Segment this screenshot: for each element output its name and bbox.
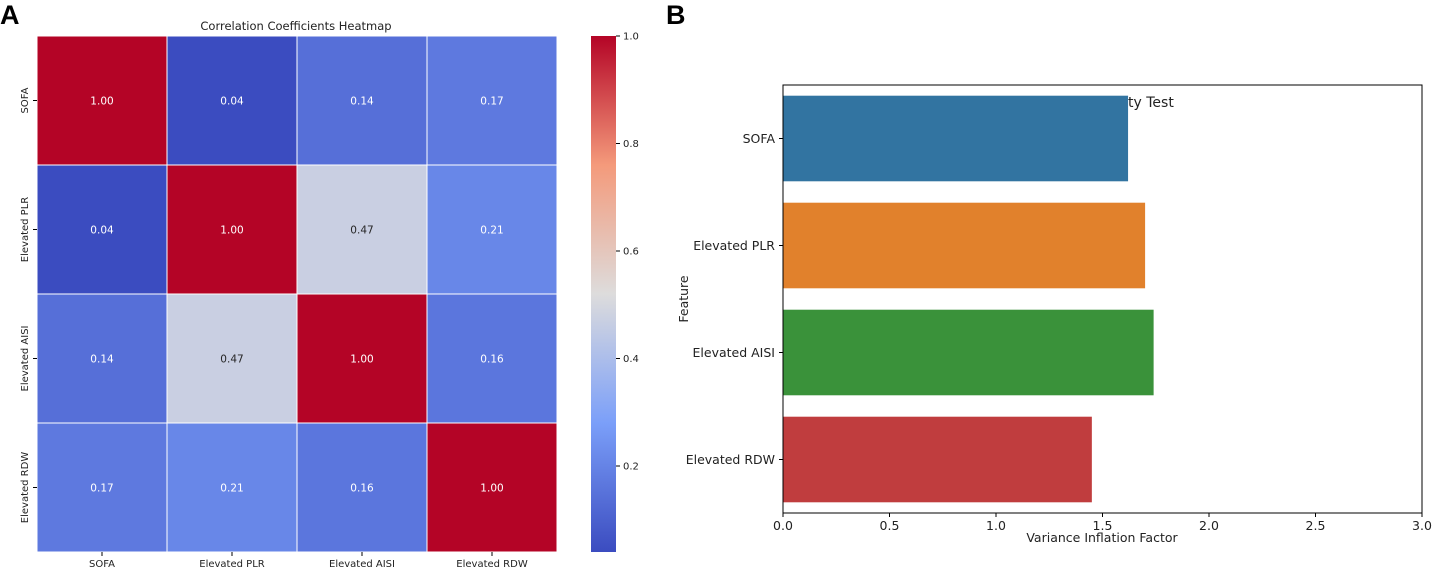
heatmap-cell-value: 1.00 — [480, 483, 503, 495]
heatmap-cell-value: 0.21 — [220, 483, 243, 495]
heatmap-cell-elevated-rdw-sofa — [36, 422, 168, 553]
colorbar-tick-label: 0.6 — [623, 247, 639, 258]
heatmap-row-label: Elevated PLR — [20, 197, 31, 262]
panel-label-b: B — [666, 0, 686, 30]
bar-chart-x-tick-label: 1.0 — [986, 518, 1006, 533]
bar-chart-x-axis-label: Variance Inflation Factor — [1026, 530, 1178, 545]
heatmap-row-label: SOFA — [20, 87, 31, 113]
heatmap-col-label: SOFA — [89, 559, 115, 570]
heatmap-cell-elevated-plr-elevated-plr — [166, 164, 298, 295]
bar-chart-category-label: Elevated RDW — [686, 452, 775, 467]
heatmap-cell-value: 0.47 — [220, 354, 243, 366]
colorbar-tick-label: 0.4 — [623, 354, 639, 365]
heatmap-cell-sofa-elevated-aisi — [296, 35, 428, 166]
heatmap-cell-value: 0.14 — [350, 96, 374, 108]
heatmap-cell-elevated-aisi-elevated-rdw — [426, 293, 558, 424]
bar-chart-category-label: SOFA — [743, 131, 776, 146]
heatmap-cell-elevated-rdw-elevated-rdw — [426, 422, 558, 553]
heatmap-cell-value: 0.21 — [480, 225, 503, 237]
heatmap-col-label: Elevated PLR — [199, 559, 264, 570]
colorbar-tick-label: 1.0 — [623, 32, 639, 43]
bar-chart-x-tick-label: 2.5 — [1306, 518, 1326, 533]
bar-chart-y-axis-label: Feature — [676, 275, 691, 323]
bar-chart-category-label: Elevated AISI — [693, 345, 775, 360]
bar-elevated-aisi — [783, 309, 1154, 396]
heatmap-cell-value: 1.00 — [350, 354, 373, 366]
heatmap-cell-value: 0.04 — [90, 225, 114, 237]
colorbar-tick-label: 0.2 — [623, 462, 639, 473]
heatmap-title: Correlation Coefficients Heatmap — [200, 19, 391, 33]
colorbar-tick-label: 0.8 — [623, 139, 639, 150]
bar-chart-x-tick-label: 2.0 — [1199, 518, 1219, 533]
heatmap-cell-value: 0.14 — [90, 354, 114, 366]
heatmap-cell-sofa-elevated-plr — [166, 35, 298, 166]
bar-chart-x-tick-label: 0.0 — [773, 518, 793, 533]
bar-sofa — [783, 95, 1129, 182]
bar-elevated-rdw — [783, 416, 1092, 503]
heatmap-col-label: Elevated RDW — [456, 559, 528, 570]
heatmap-cell-sofa-sofa — [36, 35, 168, 166]
heatmap-cell-elevated-plr-elevated-rdw — [426, 164, 558, 295]
bar-chart-x-tick-label: 0.5 — [880, 518, 900, 533]
bar-elevated-plr — [783, 202, 1146, 289]
heatmap-cell-elevated-plr-sofa — [36, 164, 168, 295]
bar-chart-x-tick-label: 3.0 — [1412, 518, 1432, 533]
heatmap-cell-value: 0.16 — [480, 354, 504, 366]
correlation-heatmap: Correlation Coefficients Heatmap 1.00 0.0… — [20, 19, 639, 570]
heatmap-col-label: Elevated AISI — [329, 559, 395, 570]
heatmap-cell-value: 0.47 — [350, 225, 373, 237]
heatmap-cell-value: 1.00 — [220, 225, 243, 237]
heatmap-row-label: Elevated AISI — [20, 326, 31, 392]
heatmap-cell-elevated-rdw-elevated-plr — [166, 422, 298, 553]
colorbar-gradient — [591, 36, 616, 552]
bar-chart-x-tick-label: 1.5 — [1093, 518, 1113, 533]
heatmap-cell-value: 0.16 — [350, 483, 374, 495]
heatmap-colorbar: 0.2 0.4 0.6 0.8 1.0 — [591, 32, 639, 552]
heatmap-cell-elevated-aisi-elevated-plr — [166, 293, 298, 424]
panel-label-a: A — [0, 0, 20, 30]
heatmap-cell-value: 0.04 — [220, 96, 244, 108]
heatmap-cell-sofa-elevated-rdw — [426, 35, 558, 166]
heatmap-row-label: Elevated RDW — [20, 452, 31, 524]
heatmap-cell-value: 1.00 — [90, 96, 113, 108]
heatmap-cell-elevated-rdw-elevated-aisi — [296, 422, 428, 553]
bar-chart-category-label: Elevated PLR — [693, 238, 775, 253]
heatmap-cell-value: 0.17 — [480, 96, 503, 108]
heatmap-cell-value: 0.17 — [90, 483, 113, 495]
